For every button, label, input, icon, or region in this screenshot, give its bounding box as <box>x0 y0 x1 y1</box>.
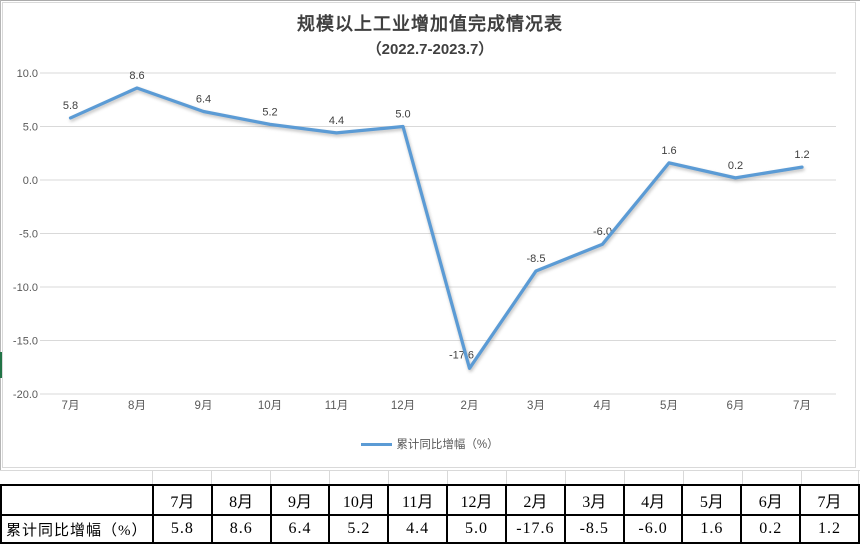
gridline-vertical <box>801 471 802 485</box>
table-value-cell[interactable]: 4.4 <box>387 514 449 544</box>
table-month-header[interactable]: 7月 <box>151 484 213 516</box>
table-value-cell[interactable]: 8.6 <box>210 514 272 544</box>
gridline-vertical <box>447 471 448 485</box>
table-value-cell[interactable]: -8.5 <box>563 514 625 544</box>
legend-line-swatch <box>361 442 393 446</box>
table-month-header[interactable]: 8月 <box>210 484 272 516</box>
legend-label: 累计同比增幅（%） <box>396 439 499 451</box>
table-value-cell[interactable]: -6.0 <box>622 514 684 544</box>
table-month-header[interactable]: 6月 <box>740 484 802 516</box>
table-corner-cell[interactable] <box>0 484 154 516</box>
chart-legend: 累计同比增幅（%） <box>0 435 860 453</box>
gridline-vertical <box>565 471 566 485</box>
spreadsheet-gridline-strip <box>0 470 860 485</box>
table-month-header[interactable]: 3月 <box>563 484 625 516</box>
table-value-cell[interactable]: 0.2 <box>740 514 802 544</box>
table-month-header[interactable]: 7月 <box>799 484 860 516</box>
gridline-vertical <box>152 471 153 485</box>
sheet-edge-green-marker <box>0 352 3 378</box>
table-month-header[interactable]: 5月 <box>681 484 743 516</box>
table-value-cell[interactable]: 5.0 <box>446 514 507 544</box>
table-month-header[interactable]: 10月 <box>328 484 390 516</box>
table-month-header[interactable]: 4月 <box>622 484 684 516</box>
table-value-cell[interactable]: 5.2 <box>328 514 390 544</box>
gridline-vertical <box>329 471 330 485</box>
chart-subtitle: （2022.7-2023.7） <box>366 41 494 58</box>
gridline-vertical <box>270 471 271 485</box>
table-value-cell[interactable]: 6.4 <box>269 514 331 544</box>
table-month-header[interactable]: 2月 <box>504 484 566 516</box>
table-value-cell[interactable]: 1.6 <box>681 514 743 544</box>
gridline-vertical <box>624 471 625 485</box>
table-row-header[interactable]: 累计同比增幅（%） <box>0 514 154 544</box>
gridline-vertical <box>742 471 743 485</box>
chart-title: 规模以上工业增加值完成情况表 <box>297 14 563 34</box>
gridline-vertical <box>211 471 212 485</box>
table-value-cell[interactable]: -17.6 <box>504 514 566 544</box>
table-month-header[interactable]: 9月 <box>269 484 331 516</box>
table-value-cell[interactable]: 1.2 <box>799 514 860 544</box>
gridline-vertical <box>858 471 859 485</box>
gridline-vertical <box>506 471 507 485</box>
gridline-vertical <box>683 471 684 485</box>
data-table[interactable]: 7月 8月 9月 10月 11月 12月 2月 3月 4月 5月 6月 7月 累计同比增幅（%） 5.8 8… <box>0 484 860 544</box>
window-top-edge <box>0 0 860 1</box>
window-left-edge <box>0 0 1 470</box>
table-value-cell[interactable]: 5.8 <box>151 514 213 544</box>
table-month-header[interactable]: 12月 <box>446 484 507 516</box>
gridline-vertical <box>388 471 389 485</box>
table-month-header[interactable]: 11月 <box>387 484 449 516</box>
chart-object[interactable] <box>2 2 856 468</box>
